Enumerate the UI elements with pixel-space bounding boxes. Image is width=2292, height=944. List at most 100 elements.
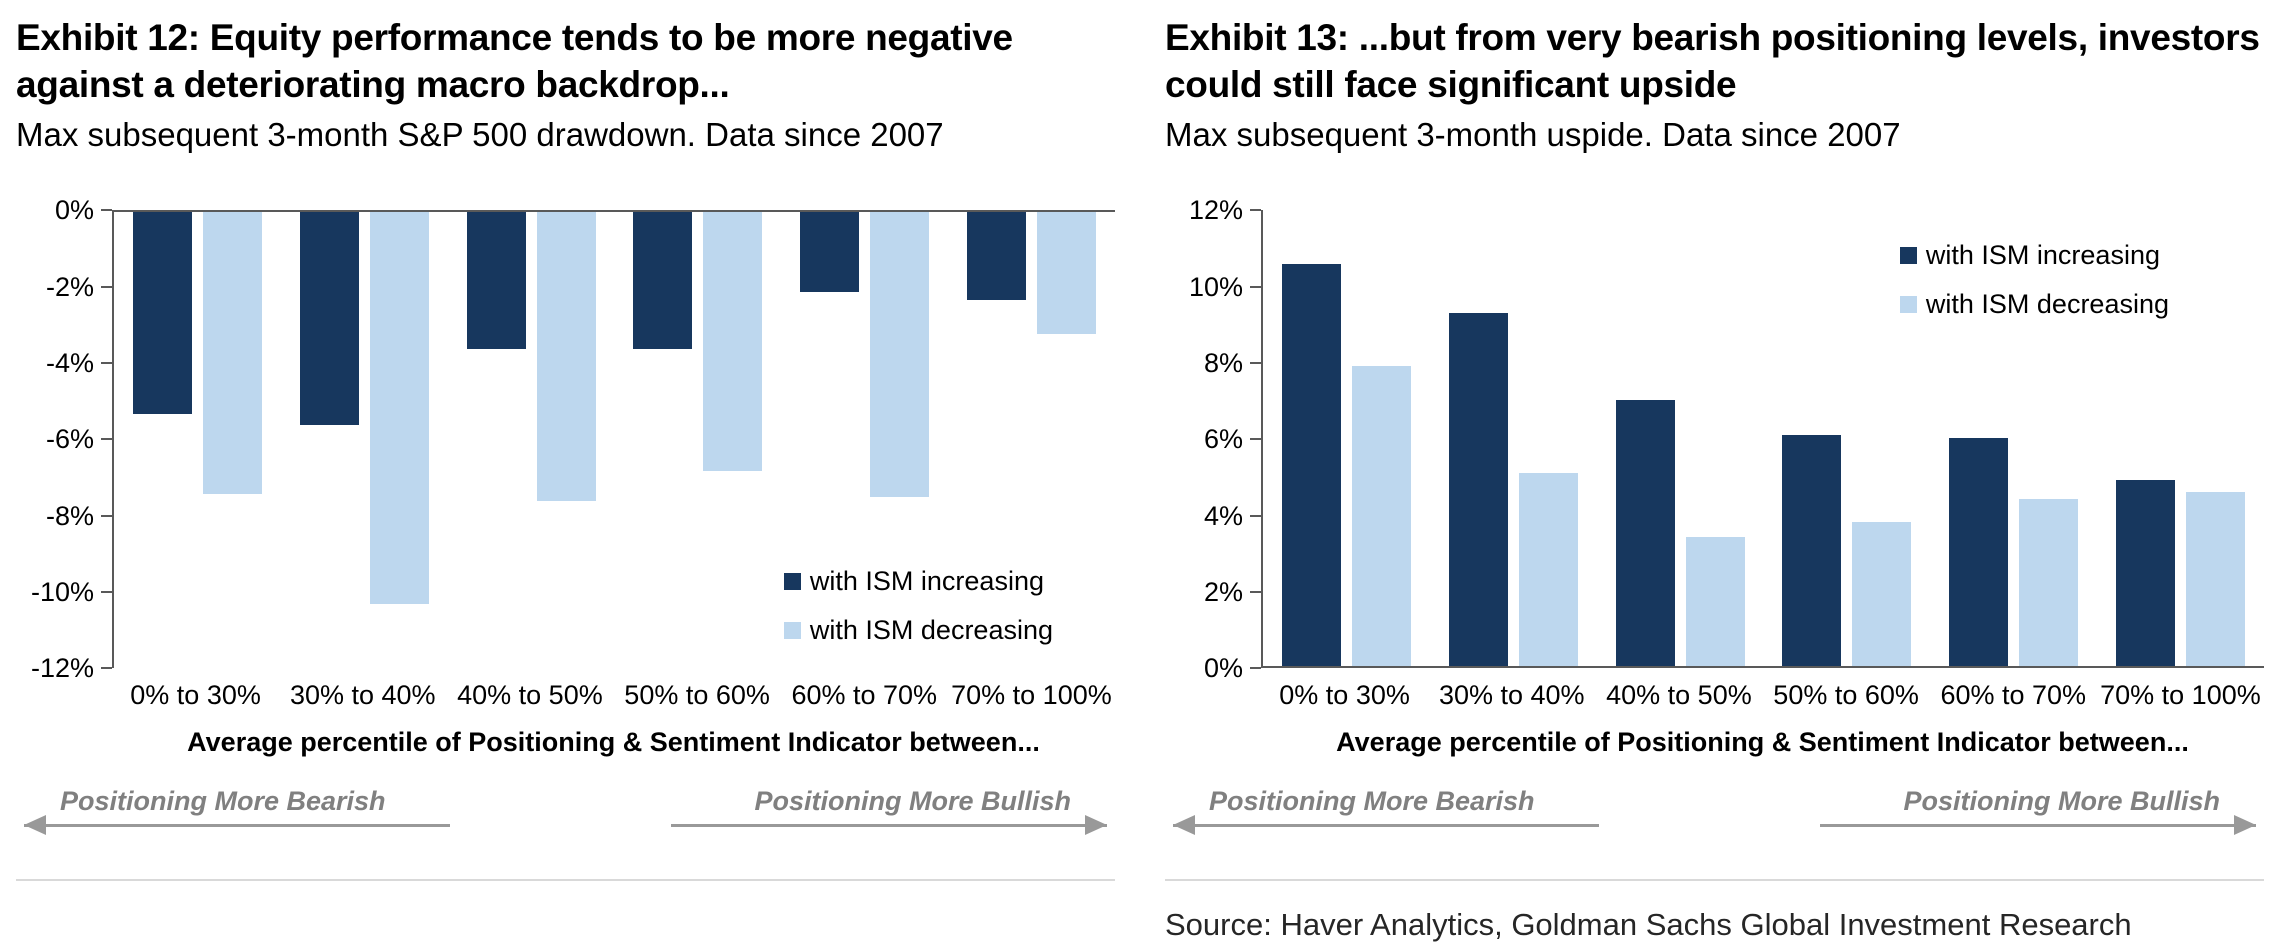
y-tick-mark (1250, 438, 1261, 441)
bullish-arrow: Positioning More Bullish (1819, 786, 2256, 836)
bar (369, 212, 429, 604)
bar (202, 212, 262, 494)
bar-group (2097, 210, 2264, 667)
exhibit-13-chart: 12% 10% 8% 6% 4% 2% 0% with ISM increasing with… (1165, 195, 2264, 683)
exhibit-12-title: Exhibit 12: Equity performance tends to … (16, 17, 1013, 106)
y-tick-mark (101, 514, 112, 517)
bullish-arrow: Positioning More Bullish (670, 786, 1107, 836)
positioning-arrows: Positioning More Bearish Positioning Mor… (1165, 786, 2264, 836)
bar-group (1763, 210, 1930, 667)
bearish-arrow-label: Positioning More Bearish (1209, 786, 1535, 817)
bar (2116, 480, 2176, 667)
legend: with ISM increasing with ISM decreasing (1899, 240, 2169, 320)
bar (1852, 521, 1912, 667)
legend-marker-icon (1899, 247, 1917, 265)
bar (1685, 537, 1745, 667)
x-tick-label: 0% to 30% (130, 680, 261, 711)
y-tick-label: 8% (1203, 347, 1243, 378)
x-tick-label: 50% to 60% (1773, 680, 1919, 711)
positioning-arrows: Positioning More Bearish Positioning Mor… (16, 786, 1115, 836)
x-tick-label: 30% to 40% (1438, 680, 1585, 711)
bar-group (448, 212, 615, 668)
y-axis: 12% 10% 8% 6% 4% 2% 0% (1165, 195, 1261, 683)
legend-label: with ISM decreasing (809, 615, 1053, 646)
y-tick-mark (1250, 361, 1261, 364)
bar-group (114, 212, 281, 668)
bar-group (1263, 210, 1430, 667)
panel-divider (16, 879, 1115, 882)
legend-label: with ISM increasing (1925, 240, 2160, 271)
y-tick-label: 4% (1203, 500, 1243, 531)
bar (536, 212, 596, 502)
left-arrowhead-icon (24, 815, 46, 836)
y-tick-mark (101, 667, 112, 670)
y-tick-label: -8% (45, 500, 94, 531)
bar-group (1430, 210, 1597, 667)
y-tick-label: -10% (30, 576, 94, 607)
y-tick-label: 0% (54, 195, 94, 226)
bar (703, 212, 763, 471)
y-tick-label: -4% (45, 347, 94, 378)
y-tick-mark (1250, 285, 1261, 288)
y-tick-mark (101, 209, 112, 212)
legend-marker-icon (783, 573, 801, 591)
legend-marker-icon (1899, 296, 1917, 314)
bar-group (948, 212, 1115, 668)
bar (2019, 499, 2079, 667)
y-tick-label: -2% (45, 271, 94, 302)
y-tick-mark (101, 590, 112, 593)
bar (1448, 312, 1508, 667)
y-tick-mark (1250, 590, 1261, 593)
bar (1281, 263, 1341, 667)
y-axis: 0% -2% -4% -6% -8% -10% -12% (16, 195, 112, 683)
x-category-labels: 0% to 30% 30% to 40% 40% to 50% 50% to 60% 6… (112, 680, 1115, 711)
bar (2186, 491, 2246, 667)
y-tick-mark (101, 285, 112, 288)
plot-area: with ISM increasing with ISM decreasing (1261, 210, 2264, 669)
right-arrowhead-icon (2234, 815, 2256, 836)
y-tick-label: -12% (30, 653, 94, 684)
y-tick-mark (101, 438, 112, 441)
x-category-labels: 0% to 30% 30% to 40% 40% to 50% 50% to 60% 6… (1261, 680, 2264, 711)
bar (1615, 400, 1675, 667)
bar (967, 212, 1027, 300)
legend-item: with ISM decreasing (1899, 289, 2169, 320)
bar-group (281, 212, 448, 668)
bearish-arrow: Positioning More Bearish (1173, 786, 1599, 836)
bar (299, 212, 359, 426)
left-arrowhead-icon (1173, 815, 1195, 836)
x-tick-label: 60% to 70% (791, 680, 938, 711)
exhibit-12-panel: Exhibit 12: Equity performance tends to … (16, 14, 1115, 944)
bar (1949, 438, 2009, 667)
bar (466, 212, 526, 350)
plot-area: with ISM increasing with ISM decreasing (112, 210, 1115, 669)
bearish-arrow: Positioning More Bearish (24, 786, 450, 836)
bullish-arrow-label: Positioning More Bullish (754, 786, 1072, 817)
x-tick-label: 70% to 100% (2100, 680, 2261, 711)
x-axis-title: Average percentile of Positioning & Sent… (1336, 727, 2189, 758)
bar (633, 212, 693, 350)
x-tick-label: 50% to 60% (624, 680, 770, 711)
y-tick-mark (1250, 514, 1261, 517)
x-axis-title: Average percentile of Positioning & Sent… (187, 727, 1040, 758)
bar (1782, 434, 1842, 667)
x-tick-label: 40% to 50% (457, 680, 603, 711)
exhibit-13-subtitle: Max subsequent 3-month uspide. Data sinc… (1165, 115, 1901, 153)
exhibit-12-subtitle: Max subsequent 3-month S&P 500 drawdown.… (16, 115, 944, 153)
x-tick-label: 0% to 30% (1279, 680, 1410, 711)
legend: with ISM increasing with ISM decreasing (783, 566, 1053, 646)
y-tick-label: 10% (1188, 271, 1243, 302)
right-arrowhead-icon (1085, 815, 1107, 836)
bar (132, 212, 192, 414)
x-tick-label: 40% to 50% (1606, 680, 1752, 711)
source-line: Source: Haver Analytics, Goldman Sachs G… (1165, 907, 2132, 943)
bar (800, 212, 860, 293)
y-tick-label: 6% (1203, 424, 1243, 455)
legend-label: with ISM increasing (809, 566, 1044, 597)
legend-marker-icon (783, 622, 801, 640)
bar-group (614, 212, 781, 668)
y-tick-label: 0% (1203, 653, 1243, 684)
panel-divider (1165, 879, 2264, 882)
exhibit-13-panel: Exhibit 13: ...but from very bearish pos… (1165, 14, 2264, 944)
bullish-arrow-label: Positioning More Bullish (1903, 786, 2221, 817)
